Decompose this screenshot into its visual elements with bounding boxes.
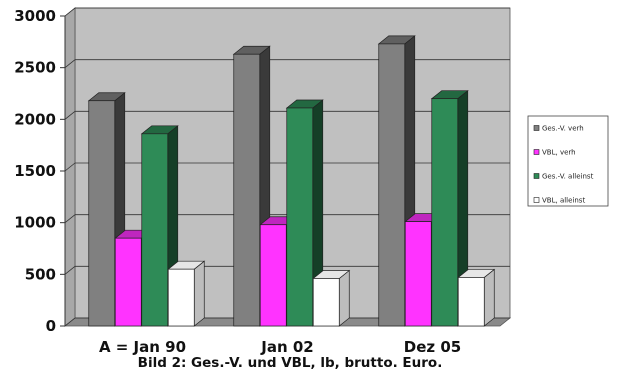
x-category-label: Dez 05 [404,338,461,356]
gridline-side [64,7,76,17]
bar [312,269,351,327]
bar [430,89,469,327]
y-tick-label: 2500 [14,59,56,77]
bar-side [193,260,205,327]
bar [377,35,416,327]
legend-swatch [533,173,540,179]
y-tick-label: 1500 [14,162,56,180]
bar-front [141,133,169,327]
x-axis-labels: A = Jan 90 Jan 02 Dez 05 [99,338,461,356]
bar-side [338,269,350,327]
y-tick-label: 2000 [14,110,56,128]
gridline-side [64,317,76,327]
legend: Ges.-V. verh VBL, verh Ges.-V. alleinst VBL… [527,115,609,207]
x-category-label: Jan 02 [260,338,313,356]
gridline-side [64,162,76,172]
gridline-side [64,111,76,120]
legend-swatch [533,197,540,203]
y-tick-label: 500 [25,265,56,283]
legend-swatch [533,125,540,131]
y-tick-label: 0 [46,317,56,335]
bar [87,92,126,327]
bar [285,99,324,327]
bar-side [483,268,495,327]
bar-front [431,98,459,327]
bar-front [233,53,261,327]
y-tick-label: 1000 [14,214,56,232]
bars [87,35,496,327]
chart-caption: Bild 2: Ges.-V. und VBL, lb, brutto. Eur… [138,355,443,371]
y-tick-label: 3000 [14,7,56,25]
gridline-side [64,59,76,68]
x-category-label: A = Jan 90 [99,338,186,356]
bar-front [378,43,406,327]
bar-front [312,278,340,327]
legend-box [527,115,609,207]
bar-front [88,100,116,327]
gridline-side [64,266,76,275]
bar-front [404,221,432,327]
legend-label: VBL, verh [542,149,576,157]
bar-front [114,237,142,327]
bar-front [286,107,314,327]
legend-label: Ges.-V. verh [542,125,584,133]
gridline-side [64,214,76,223]
legend-swatch [533,149,540,155]
legend-label: Ges.-V. alleinst [542,173,594,181]
bar [457,268,496,327]
y-axis-ticks: 0 500 1000 1500 2000 2500 3000 [14,7,66,335]
legend-label: VBL, alleinst [542,197,585,205]
bar [167,260,206,327]
bar-front [457,277,485,327]
bar-front [167,268,195,327]
bar-front [259,224,287,327]
